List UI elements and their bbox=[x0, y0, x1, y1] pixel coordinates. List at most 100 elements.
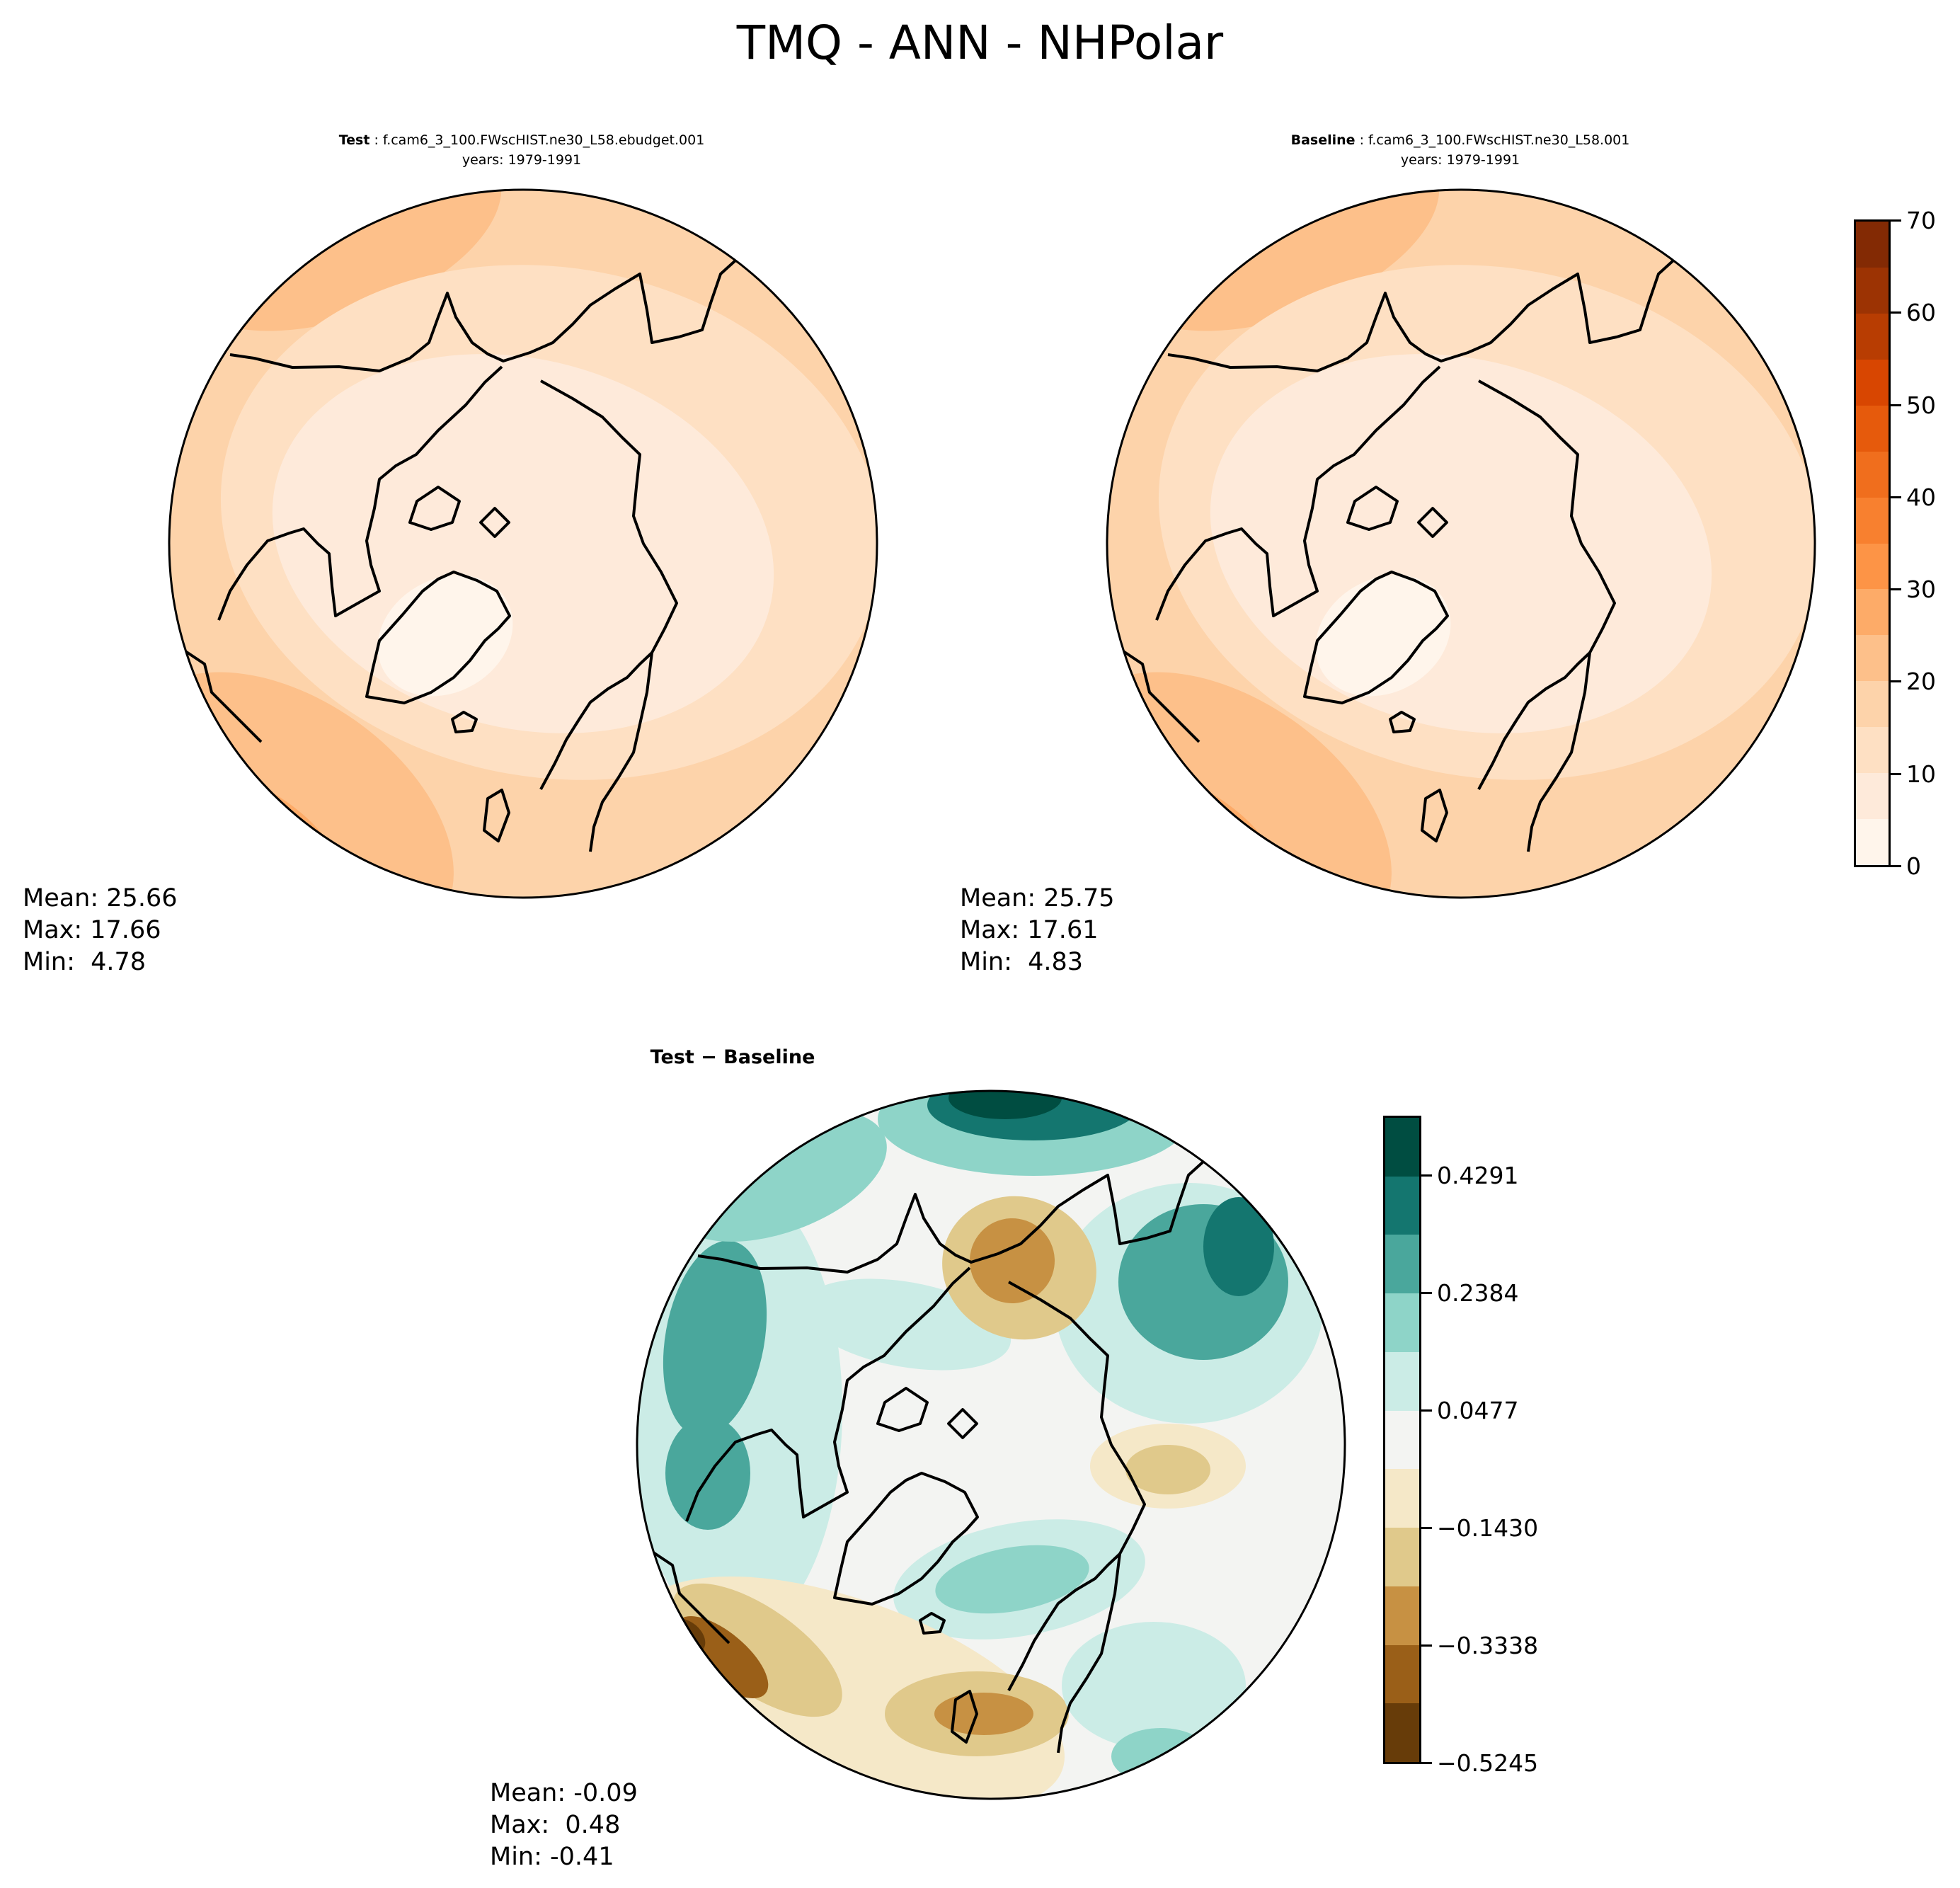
colorbar-tick-label: 0.0477 bbox=[1437, 1397, 1519, 1424]
colorbar-band bbox=[1856, 267, 1889, 314]
colorbar-band bbox=[1385, 1293, 1419, 1352]
diff-map bbox=[636, 1089, 1346, 1800]
coastline bbox=[1120, 648, 1200, 743]
coastline bbox=[408, 486, 461, 531]
coastline bbox=[365, 571, 511, 704]
colorbar-band bbox=[1385, 1351, 1419, 1411]
coastline bbox=[1008, 1281, 1146, 1555]
contour-region bbox=[1203, 1197, 1274, 1296]
coastline bbox=[451, 711, 478, 733]
coastline bbox=[919, 1612, 946, 1635]
colorbar-tick bbox=[1421, 1409, 1432, 1412]
coastline bbox=[1421, 789, 1448, 842]
test-min: Min: 4.78 bbox=[23, 948, 147, 976]
colorbar-band bbox=[1856, 726, 1889, 774]
contour-region bbox=[663, 1240, 767, 1437]
colorbar-band bbox=[1856, 451, 1889, 498]
coastline bbox=[1007, 1552, 1121, 1753]
colorbar-band bbox=[1856, 634, 1889, 682]
coastline bbox=[947, 1408, 978, 1439]
baseline-stats: Mean: 25.75 Max: 17.61 Min: 4.83 bbox=[960, 883, 1114, 978]
map-boundary bbox=[1106, 188, 1816, 899]
diff-stats: Mean: -0.09 Max: 0.48 Min: -0.41 bbox=[490, 1778, 638, 1873]
colorbar-tick bbox=[1890, 680, 1901, 683]
colorbar-band bbox=[1856, 772, 1889, 820]
coastline bbox=[1478, 379, 1616, 653]
diff-colorbar bbox=[1383, 1116, 1421, 1764]
coastline bbox=[876, 1387, 929, 1432]
contour-region bbox=[949, 1091, 1062, 1119]
colorbar-band bbox=[1856, 818, 1889, 865]
baseline-title-label: Baseline bbox=[1290, 132, 1356, 148]
colorbar-band bbox=[1856, 497, 1889, 544]
test-mean: Mean: 25.66 bbox=[23, 884, 178, 912]
colorbar-band bbox=[1856, 543, 1889, 590]
colorbar-tick-label: 40 bbox=[1906, 483, 1936, 511]
colorbar-band bbox=[1385, 1468, 1419, 1528]
coastline bbox=[685, 1266, 971, 1522]
coastline bbox=[217, 365, 503, 621]
baseline-years: years: 1979-1991 bbox=[1400, 152, 1520, 168]
coastline bbox=[229, 231, 765, 372]
coastline bbox=[1303, 571, 1449, 704]
diff-mean: Mean: -0.09 bbox=[490, 1779, 638, 1807]
coastline bbox=[1346, 486, 1399, 531]
colorbar-tick-label: −0.1430 bbox=[1437, 1514, 1539, 1542]
colorbar-tick bbox=[1890, 496, 1901, 498]
colorbar-tick-label: 20 bbox=[1906, 668, 1936, 696]
colorbar-band bbox=[1385, 1410, 1419, 1470]
coastline bbox=[697, 1132, 1233, 1274]
colorbar-tick bbox=[1890, 404, 1901, 406]
colorbar-band bbox=[1856, 221, 1889, 268]
coastline bbox=[1417, 507, 1448, 538]
colorbar-tick-label: 30 bbox=[1906, 576, 1936, 604]
colorbar-band bbox=[1856, 680, 1889, 728]
colorbar-tick-label: 0 bbox=[1906, 852, 1921, 880]
colorbar-tick-label: 60 bbox=[1906, 299, 1936, 327]
coastline bbox=[1155, 365, 1441, 621]
coastline bbox=[951, 1690, 978, 1744]
coastline bbox=[540, 379, 678, 653]
baseline-map bbox=[1106, 188, 1816, 899]
colorbar-band bbox=[1385, 1586, 1419, 1645]
coastline bbox=[182, 648, 263, 743]
diff-max: Max: 0.48 bbox=[490, 1811, 621, 1839]
colorbar-tick bbox=[1890, 311, 1901, 314]
colorbar-tick bbox=[1421, 1174, 1432, 1177]
contour-region bbox=[1125, 1445, 1210, 1494]
colorbar-tick bbox=[1890, 588, 1901, 591]
contour-region bbox=[934, 1693, 1033, 1735]
test-max: Max: 17.66 bbox=[23, 916, 161, 944]
coastline bbox=[479, 507, 510, 538]
colorbar-tick-label: 0.2384 bbox=[1437, 1279, 1519, 1307]
colorbar-tick-label: 10 bbox=[1906, 760, 1936, 788]
baseline-max: Max: 17.61 bbox=[960, 916, 1099, 944]
colorbar-band bbox=[1856, 588, 1889, 636]
coastline bbox=[1389, 711, 1416, 733]
colorbar-tick-label: 70 bbox=[1906, 207, 1936, 234]
colorbar-tick bbox=[1890, 865, 1901, 867]
coastline bbox=[833, 1472, 979, 1606]
map-boundary bbox=[168, 188, 878, 899]
contour-region bbox=[665, 1417, 750, 1530]
test-stats: Mean: 25.66 Max: 17.66 Min: 4.78 bbox=[23, 883, 177, 978]
test-title-label: Test bbox=[338, 132, 370, 148]
coastline bbox=[539, 651, 653, 852]
diff-panel-title: Test − Baseline bbox=[591, 1048, 874, 1068]
colorbar-tick-label: 50 bbox=[1906, 391, 1936, 419]
colorbar-tick-label: −0.5245 bbox=[1437, 1749, 1539, 1777]
coastline bbox=[1167, 231, 1703, 372]
colorbar-band bbox=[1385, 1176, 1419, 1235]
colorbar-band bbox=[1856, 359, 1889, 406]
coastline bbox=[650, 1550, 730, 1644]
colorbar-band bbox=[1385, 1644, 1419, 1704]
baseline-mean: Mean: 25.75 bbox=[960, 884, 1115, 912]
colorbar-band bbox=[1385, 1117, 1419, 1177]
baseline-panel-title: Baseline : f.cam6_3_100.FWscHIST.ne30_L5… bbox=[1177, 130, 1743, 170]
baseline-case-name: : f.cam6_3_100.FWscHIST.ne30_L58.001 bbox=[1355, 132, 1630, 148]
colorbar-band bbox=[1385, 1703, 1419, 1762]
colorbar-tick-label: −0.3338 bbox=[1437, 1632, 1539, 1659]
colorbar-tick-label: 0.4291 bbox=[1437, 1162, 1519, 1189]
map-boundary bbox=[636, 1089, 1346, 1800]
colorbar-tick bbox=[1421, 1527, 1432, 1529]
